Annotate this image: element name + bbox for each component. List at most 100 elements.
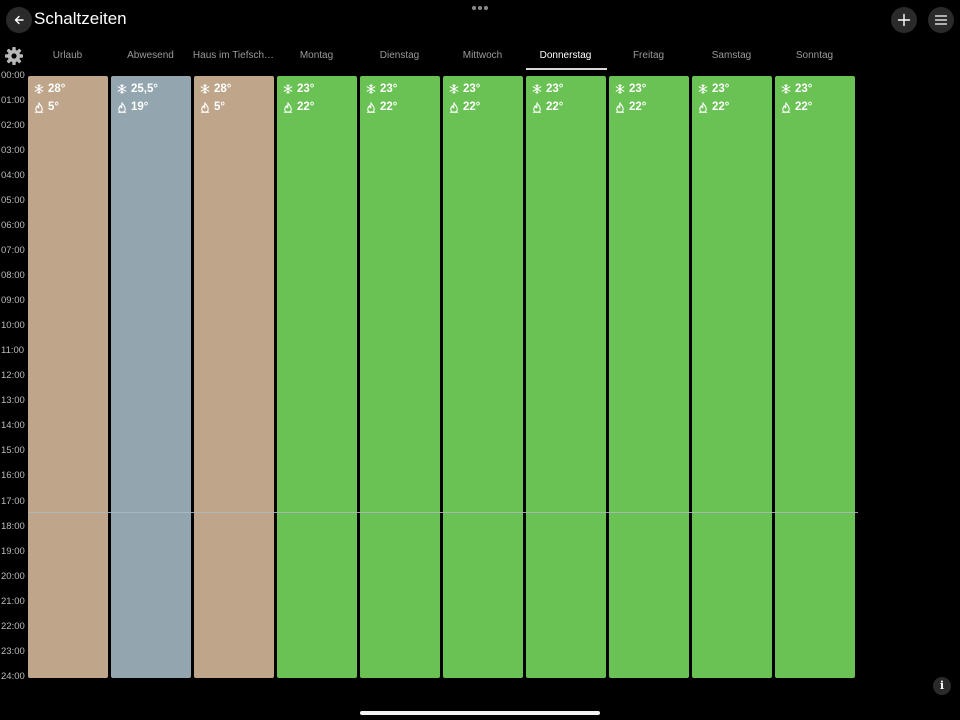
gear-icon [5, 47, 23, 65]
cooling-setpoint: 28° [48, 83, 66, 95]
back-button[interactable] [6, 7, 32, 33]
snowflake-icon [34, 84, 44, 94]
time-label: 18:00 [1, 521, 25, 532]
tab-dienstag[interactable]: Dienstag [379, 50, 420, 61]
time-label: 15:00 [1, 445, 25, 456]
time-label: 10:00 [1, 320, 25, 331]
cooling-setpoint: 23° [795, 83, 813, 95]
time-label: 14:00 [1, 420, 25, 431]
snowflake-icon [366, 84, 376, 94]
time-label: 20:00 [1, 571, 25, 582]
schedule-block-donnerstag[interactable]: 23° 22° [526, 76, 606, 678]
time-label: 03:00 [1, 145, 25, 156]
cooling-setpoint: 23° [380, 83, 398, 95]
time-label: 06:00 [1, 220, 25, 231]
schedule-block-sonntag[interactable]: 23° 22° [775, 76, 855, 678]
heating-setpoint: 5° [214, 101, 225, 113]
tab-sonntag[interactable]: Sonntag [795, 50, 834, 61]
schedule-block-freitag[interactable]: 23° 22° [609, 76, 689, 678]
time-label: 19:00 [1, 546, 25, 557]
hamburger-menu-icon [934, 15, 948, 25]
schedule-block-haus-im-tiefschlaf[interactable]: 28° 5° [194, 76, 274, 678]
cooling-setpoint: 25,5° [131, 83, 158, 95]
settings-button[interactable] [4, 46, 24, 66]
tab-samstag[interactable]: Samstag [711, 50, 752, 61]
time-label: 21:00 [1, 596, 25, 607]
flame-icon [34, 101, 44, 113]
time-label: 12:00 [1, 370, 25, 381]
tab-haus-im-tiefschlaf[interactable]: Haus im Tiefsch… [192, 50, 275, 61]
heating-setpoint: 22° [546, 101, 564, 113]
active-tab-indicator [526, 68, 607, 70]
flame-icon [698, 101, 708, 113]
flame-icon [449, 101, 459, 113]
time-label: 22:00 [1, 621, 25, 632]
cooling-setpoint: 23° [546, 83, 564, 95]
schedule-block-mittwoch[interactable]: 23° 22° [443, 76, 523, 678]
home-indicator [360, 711, 600, 715]
flame-icon [615, 101, 625, 113]
flame-icon [283, 101, 293, 113]
tab-mittwoch[interactable]: Mittwoch [462, 50, 503, 61]
time-label: 23:00 [1, 646, 25, 657]
heating-setpoint: 5° [48, 101, 59, 113]
schedule-block-samstag[interactable]: 23° 22° [692, 76, 772, 678]
time-label: 01:00 [1, 95, 25, 106]
heating-setpoint: 22° [795, 101, 813, 113]
time-label: 13:00 [1, 395, 25, 406]
schedule-block-dienstag[interactable]: 23° 22° [360, 76, 440, 678]
time-label: 09:00 [1, 295, 25, 306]
heating-setpoint: 22° [712, 101, 730, 113]
flame-icon [366, 101, 376, 113]
heating-setpoint: 19° [131, 101, 149, 113]
snowflake-icon [449, 84, 459, 94]
time-label: 05:00 [1, 195, 25, 206]
cooling-setpoint: 23° [463, 83, 481, 95]
schedule-block-urlaub[interactable]: 28° 5° [28, 76, 108, 678]
tab-montag[interactable]: Montag [299, 50, 334, 61]
current-time-line [28, 512, 858, 513]
time-label: 11:00 [1, 345, 25, 356]
back-arrow-icon [14, 15, 24, 25]
time-label: 17:00 [1, 496, 25, 507]
cooling-setpoint: 23° [297, 83, 315, 95]
time-label: 02:00 [1, 120, 25, 131]
cooling-setpoint: 23° [629, 83, 647, 95]
flame-icon [117, 101, 127, 113]
heating-setpoint: 22° [380, 101, 398, 113]
schedule-block-abwesend[interactable]: 25,5° 19° [111, 76, 191, 678]
page-title: Schaltzeiten [34, 9, 127, 28]
heating-setpoint: 22° [463, 101, 481, 113]
plus-icon [897, 13, 911, 27]
flame-icon [532, 101, 542, 113]
window-more-dots-icon[interactable] [472, 4, 488, 12]
time-label: 07:00 [1, 245, 25, 256]
snowflake-icon [283, 84, 293, 94]
time-label: 04:00 [1, 170, 25, 181]
menu-button[interactable] [928, 7, 954, 33]
heating-setpoint: 22° [629, 101, 647, 113]
snowflake-icon [781, 84, 791, 94]
snowflake-icon [615, 84, 625, 94]
flame-icon [781, 101, 791, 113]
snowflake-icon [698, 84, 708, 94]
time-label: 08:00 [1, 270, 25, 281]
time-label: 00:00 [1, 70, 25, 81]
info-button[interactable]: i [933, 677, 951, 695]
tab-urlaub[interactable]: Urlaub [52, 50, 83, 61]
flame-icon [200, 101, 210, 113]
heating-setpoint: 22° [297, 101, 315, 113]
snowflake-icon [532, 84, 542, 94]
tab-donnerstag[interactable]: Donnerstag [539, 50, 592, 61]
time-label: 16:00 [1, 470, 25, 481]
snowflake-icon [117, 84, 127, 94]
cooling-setpoint: 23° [712, 83, 730, 95]
snowflake-icon [200, 84, 210, 94]
tab-abwesend[interactable]: Abwesend [127, 50, 174, 61]
schedule-block-montag[interactable]: 23° 22° [277, 76, 357, 678]
info-icon: i [939, 679, 945, 692]
time-label: 24:00 [1, 671, 25, 682]
cooling-setpoint: 28° [214, 83, 232, 95]
tab-freitag[interactable]: Freitag [632, 50, 665, 61]
add-button[interactable] [891, 7, 917, 33]
